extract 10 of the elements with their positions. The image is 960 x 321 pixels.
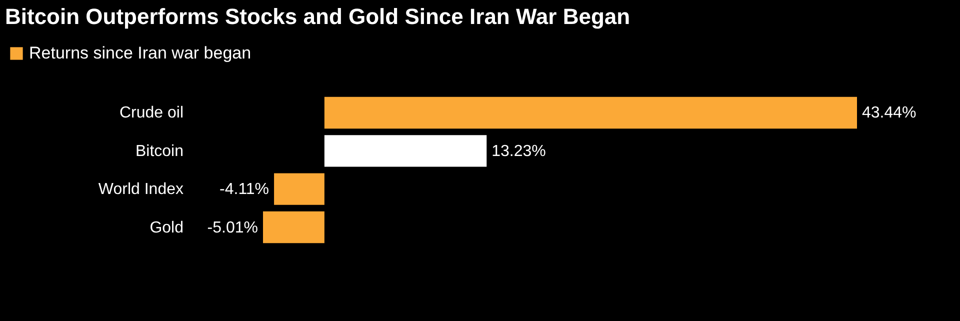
data-label: -5.01% — [207, 219, 258, 236]
y-tick-label: Crude oil — [119, 104, 184, 122]
data-label: 13.23% — [492, 142, 546, 160]
data-label: -4.11% — [220, 181, 270, 198]
y-tick-label: Bitcoin — [135, 142, 184, 160]
legend-label: Returns since Iran war began — [29, 44, 252, 62]
data-label: 43.44% — [862, 104, 916, 122]
y-tick-label: Gold — [150, 219, 184, 236]
chart-title: Bitcoin Outperforms Stocks and Gold Since Iran War Began — [5, 4, 630, 30]
y-tick-label: World Index — [98, 181, 184, 198]
